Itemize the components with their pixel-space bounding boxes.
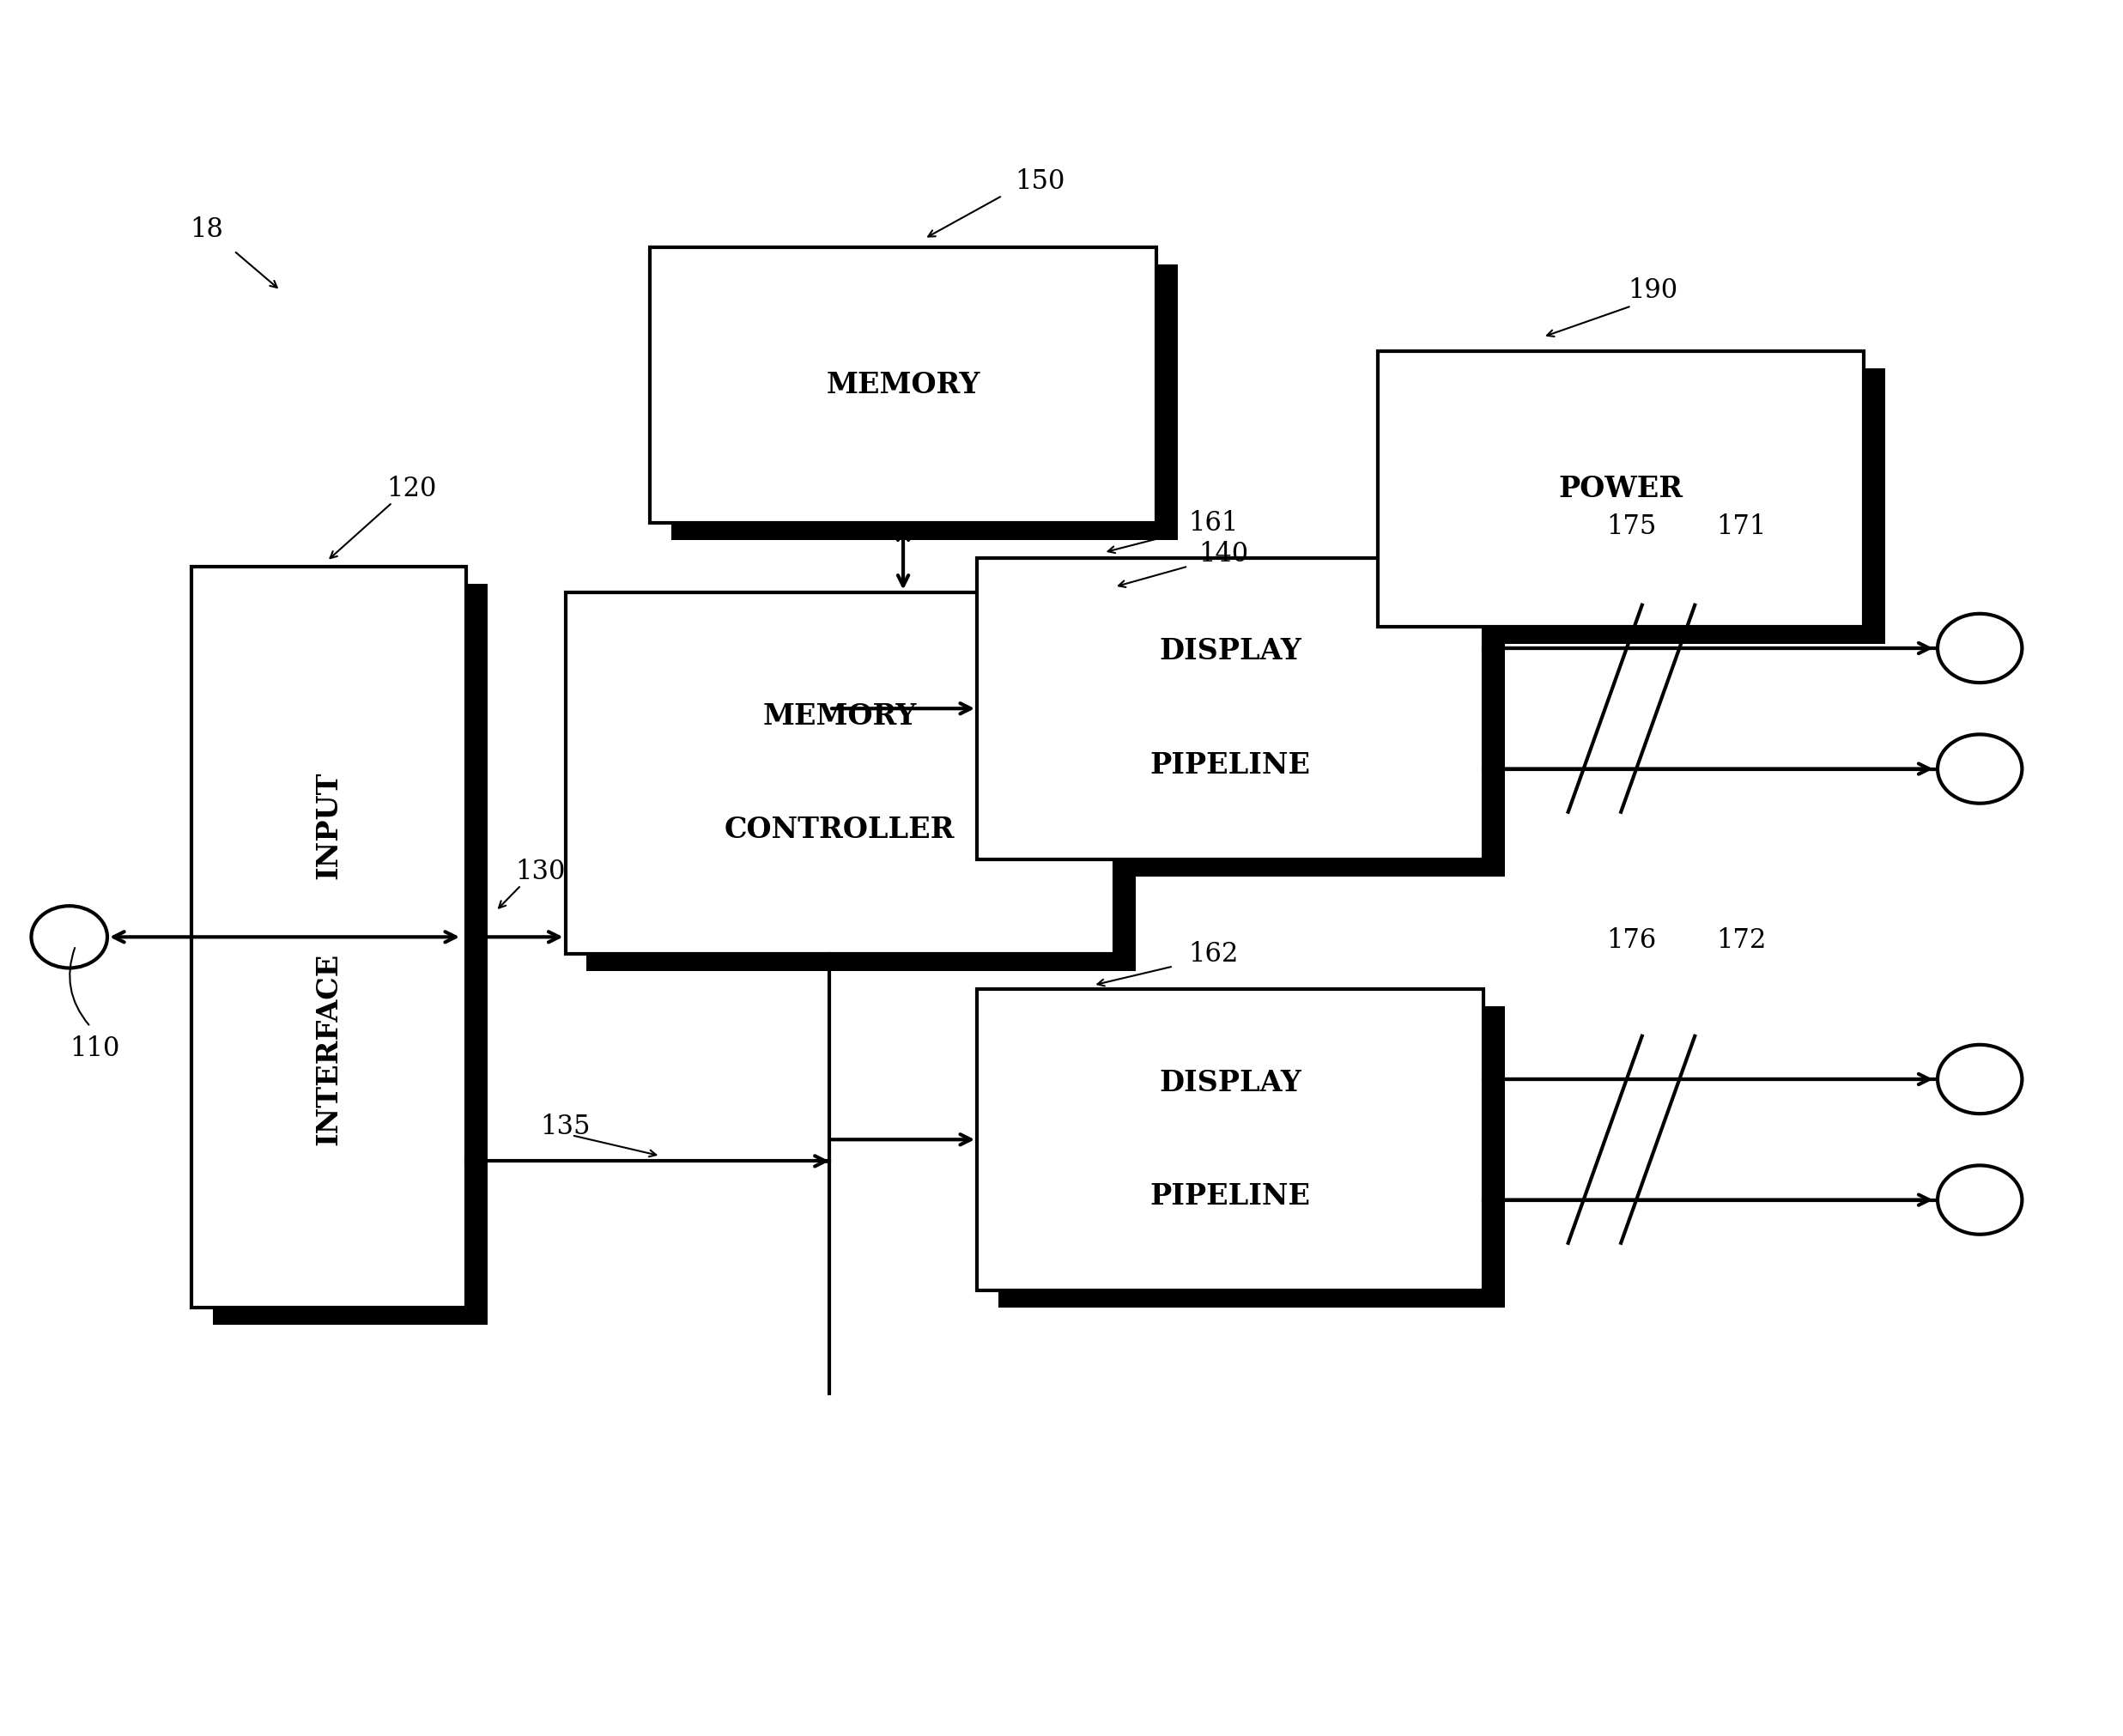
- Text: INPUT: INPUT: [314, 771, 344, 878]
- Bar: [977, 557, 1484, 859]
- Bar: [671, 264, 1178, 540]
- Text: PIPELINE: PIPELINE: [1151, 1182, 1310, 1210]
- Text: MEMORY: MEMORY: [826, 372, 981, 399]
- Bar: [191, 566, 467, 1307]
- Text: POWER: POWER: [1558, 474, 1684, 503]
- Text: DISPLAY: DISPLAY: [1159, 1068, 1301, 1097]
- Text: 162: 162: [1189, 941, 1238, 967]
- Bar: [650, 247, 1157, 523]
- Text: 171: 171: [1715, 514, 1766, 540]
- Text: 140: 140: [1199, 542, 1248, 568]
- Bar: [1399, 368, 1885, 644]
- Text: 172: 172: [1715, 927, 1766, 953]
- Text: 150: 150: [1015, 168, 1066, 194]
- Circle shape: [1938, 734, 2021, 804]
- Circle shape: [1938, 1045, 2021, 1115]
- Bar: [586, 609, 1136, 972]
- Text: 110: 110: [70, 1036, 119, 1062]
- Text: 135: 135: [539, 1113, 590, 1141]
- Text: 130: 130: [516, 858, 565, 885]
- Text: INTERFACE: INTERFACE: [314, 953, 344, 1146]
- Text: 176: 176: [1607, 927, 1656, 953]
- Text: 161: 161: [1189, 510, 1238, 536]
- Text: MEMORY: MEMORY: [762, 701, 917, 731]
- Text: 120: 120: [386, 476, 437, 502]
- Bar: [565, 592, 1115, 955]
- Text: CONTROLLER: CONTROLLER: [724, 816, 955, 844]
- Text: 18: 18: [189, 217, 223, 243]
- Text: DISPLAY: DISPLAY: [1159, 637, 1301, 667]
- Bar: [1378, 351, 1864, 627]
- Bar: [212, 583, 488, 1325]
- Text: 190: 190: [1628, 278, 1677, 304]
- Text: PIPELINE: PIPELINE: [1151, 752, 1310, 779]
- Circle shape: [32, 906, 108, 969]
- Text: 175: 175: [1607, 514, 1656, 540]
- Bar: [977, 990, 1484, 1290]
- Bar: [998, 575, 1505, 877]
- Bar: [998, 1005, 1505, 1307]
- Circle shape: [1938, 615, 2021, 682]
- Circle shape: [1938, 1165, 2021, 1234]
